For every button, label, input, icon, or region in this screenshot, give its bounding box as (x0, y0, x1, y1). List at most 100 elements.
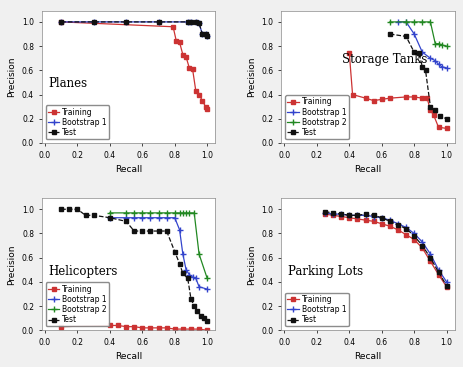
Test (188, 20, 194, 24)
Bootstrap 1 (193, 276, 198, 280)
Bootstrap 1 (370, 214, 375, 219)
Training (411, 95, 416, 99)
Test (131, 229, 137, 233)
Training (443, 126, 449, 131)
Training (172, 327, 177, 331)
Bootstrap 1 (419, 240, 424, 244)
Training (58, 20, 64, 24)
Bootstrap 1 (147, 215, 153, 220)
Bootstrap 1 (438, 65, 444, 69)
Test (346, 213, 351, 218)
Bootstrap 2 (123, 211, 129, 215)
Training (443, 284, 449, 289)
Bootstrap 2 (147, 211, 153, 215)
Test (172, 250, 177, 254)
Bootstrap 2 (172, 211, 177, 215)
Test (194, 309, 200, 313)
Bootstrap 2 (107, 211, 113, 215)
Bootstrap 1 (432, 58, 437, 63)
Bootstrap 2 (438, 43, 444, 47)
Test (419, 243, 424, 248)
Bootstrap 1 (91, 20, 96, 24)
Training (204, 107, 209, 111)
Bootstrap 1 (107, 215, 113, 220)
Test (204, 319, 209, 323)
Training (196, 92, 201, 97)
Training (435, 125, 440, 130)
X-axis label: Recall: Recall (354, 165, 381, 174)
Test (163, 229, 169, 233)
Bootstrap 1 (354, 213, 359, 218)
Bootstrap 1 (131, 215, 137, 220)
Training (370, 98, 375, 103)
Bootstrap 1 (346, 213, 351, 218)
Bootstrap 2 (191, 211, 197, 215)
Test (394, 223, 400, 227)
Bootstrap 2 (419, 20, 424, 24)
Bootstrap 2 (163, 211, 169, 215)
Bootstrap 1 (204, 287, 209, 291)
Bootstrap 2 (180, 211, 185, 215)
Test (188, 297, 194, 301)
Bootstrap 1 (202, 32, 208, 36)
Training (402, 95, 408, 99)
Line: Test: Test (387, 32, 448, 121)
Test (82, 213, 88, 218)
Bootstrap 2 (402, 20, 408, 24)
Bootstrap 1 (183, 268, 188, 272)
Test (321, 210, 327, 214)
Test (443, 283, 449, 288)
Training (176, 40, 182, 45)
Y-axis label: Precision: Precision (7, 57, 16, 97)
Bootstrap 1 (180, 252, 185, 256)
Bootstrap 1 (411, 231, 416, 236)
Bootstrap 1 (58, 20, 64, 24)
Test (427, 105, 432, 109)
Line: Training: Training (322, 212, 448, 289)
Training (107, 323, 113, 328)
Test (197, 313, 203, 318)
Bootstrap 2 (183, 211, 188, 215)
Test (437, 114, 442, 119)
Test (338, 212, 343, 216)
Bootstrap 1 (123, 215, 129, 220)
Bootstrap 1 (188, 20, 194, 24)
Training (186, 66, 192, 70)
Bootstrap 2 (443, 44, 449, 48)
Text: Parking Lots: Parking Lots (288, 265, 363, 277)
Training (370, 219, 375, 224)
Bootstrap 2 (196, 252, 201, 256)
Bootstrap 1 (427, 252, 432, 256)
Line: Test: Test (322, 210, 448, 288)
Legend: Training, Bootstrap 1, Bootstrap 2, Test: Training, Bootstrap 1, Bootstrap 2, Test (45, 283, 109, 327)
Test (402, 34, 408, 39)
Line: Bootstrap 1: Bootstrap 1 (107, 215, 209, 292)
Test (415, 51, 421, 55)
Bootstrap 2 (204, 276, 209, 280)
X-axis label: Recall: Recall (115, 352, 142, 361)
Training (427, 108, 432, 112)
Test (180, 271, 185, 276)
Y-axis label: Precision: Precision (7, 244, 16, 284)
Test (411, 234, 416, 238)
Test (123, 219, 129, 224)
Bootstrap 1 (394, 222, 400, 226)
Test (200, 316, 206, 320)
Training (354, 217, 359, 221)
Bootstrap 1 (156, 215, 161, 220)
Bootstrap 1 (123, 20, 129, 24)
Training (180, 327, 185, 331)
Training (330, 213, 335, 218)
Test (185, 20, 190, 24)
Training (193, 89, 198, 93)
Line: Test: Test (59, 207, 209, 323)
Training (419, 246, 424, 250)
Test (378, 215, 384, 220)
Bootstrap 1 (411, 32, 416, 36)
Test (91, 20, 96, 24)
Test (58, 207, 64, 211)
Legend: Training, Bootstrap 1, Test: Training, Bootstrap 1, Test (284, 292, 348, 327)
Test (354, 213, 359, 218)
Test (75, 207, 80, 211)
Text: Planes: Planes (49, 77, 88, 90)
